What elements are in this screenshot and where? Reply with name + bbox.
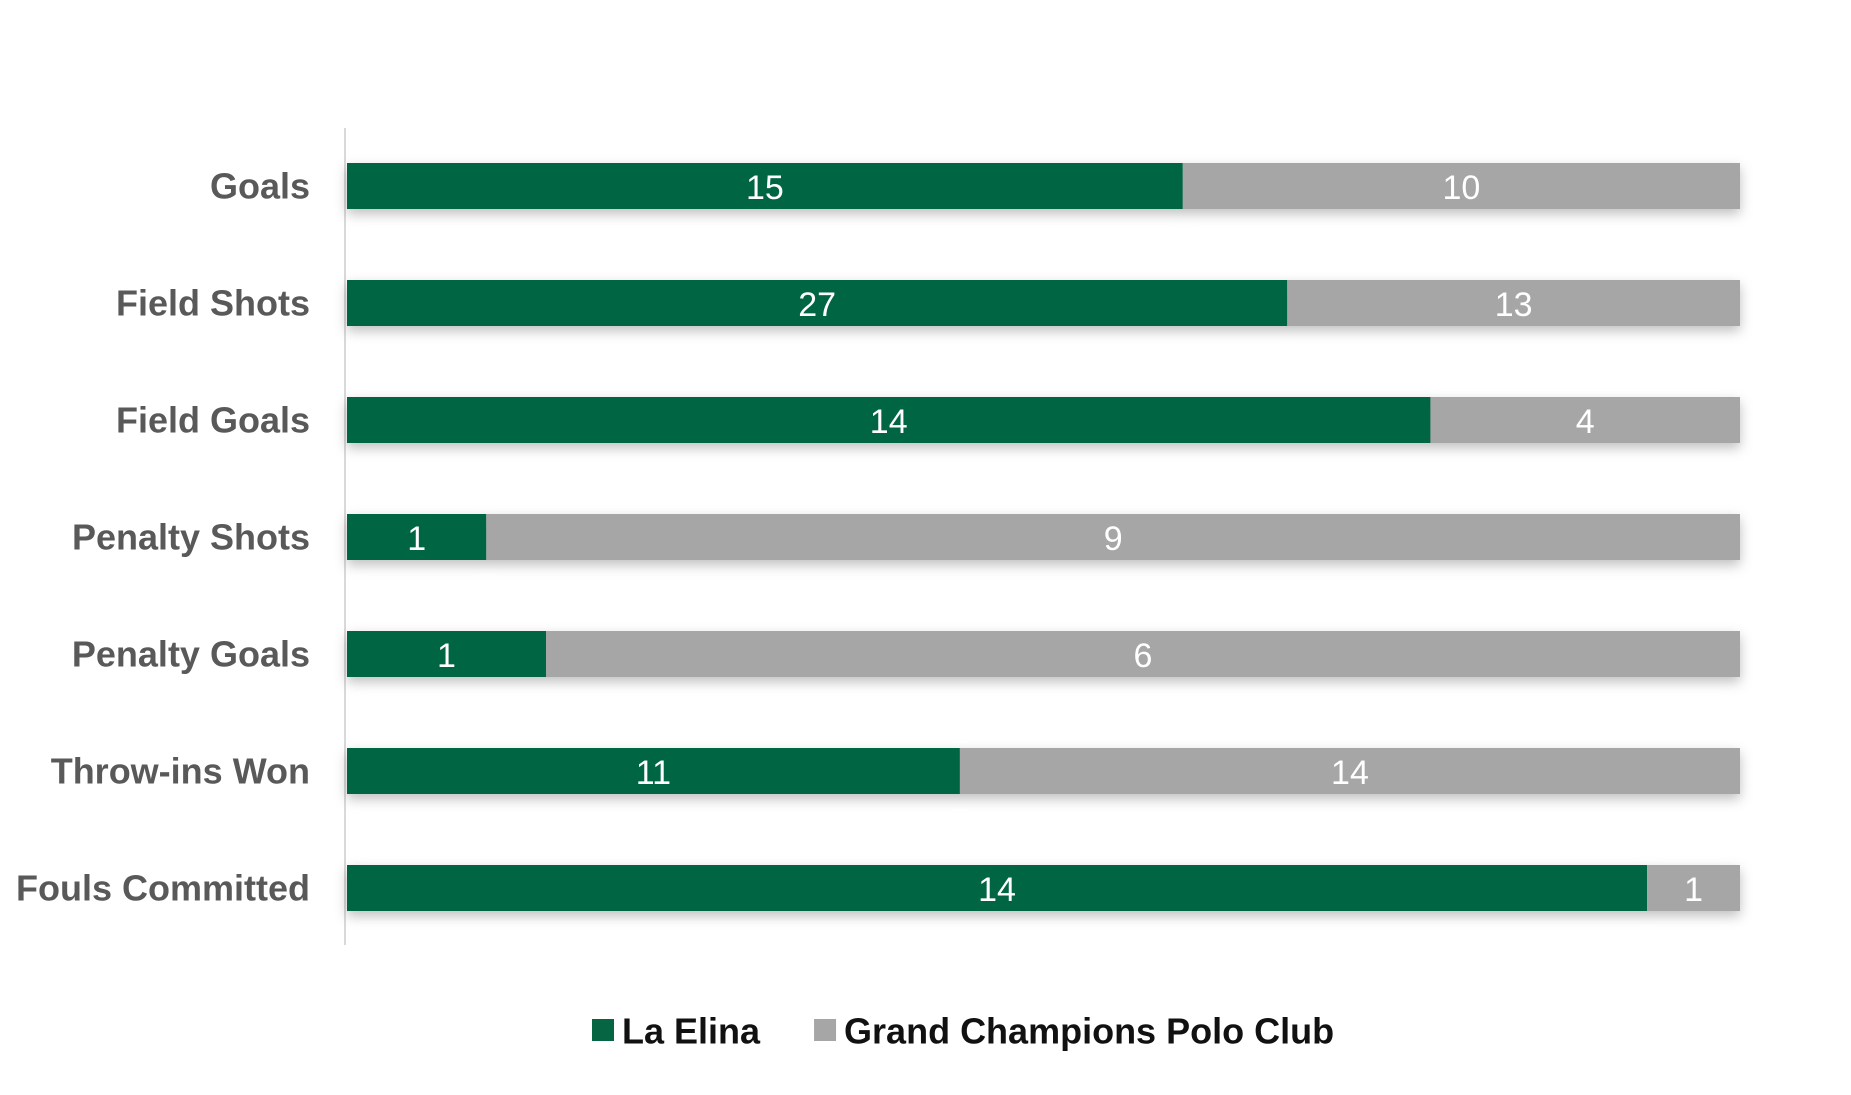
data-label-la-elina-fouls-committed: 14 <box>978 871 1016 909</box>
category-label-goals: Goals <box>210 166 310 207</box>
data-label-la-elina-field-goals: 14 <box>870 403 908 441</box>
bar-la-elina-penalty-shots <box>347 514 487 560</box>
category-label-field-shots: Field Shots <box>116 283 310 324</box>
bar-group-field-shots <box>347 280 1740 326</box>
bar-group-throw-ins-won <box>347 748 1740 794</box>
legend-swatch-la-elina <box>592 1019 614 1041</box>
bar-grand-champions-polo-club-penalty-goals <box>546 631 1740 677</box>
category-label-penalty-shots: Penalty Shots <box>72 517 310 558</box>
data-label-la-elina-penalty-goals: 1 <box>437 637 456 675</box>
bar-la-elina-penalty-goals <box>347 631 546 677</box>
data-label-grand-champions-polo-club-fouls-committed: 1 <box>1684 871 1703 909</box>
data-label-grand-champions-polo-club-goals: 10 <box>1442 169 1480 207</box>
bar-la-elina-field-goals <box>347 397 1431 443</box>
bar-grand-champions-polo-club-throw-ins-won <box>959 748 1740 794</box>
data-label-la-elina-penalty-shots: 1 <box>407 520 426 558</box>
bar-group-penalty-goals <box>347 631 1740 677</box>
bar-group-goals <box>347 163 1740 209</box>
legend: La Elina Grand Champions Polo Club <box>592 1011 1334 1052</box>
data-label-grand-champions-polo-club-penalty-shots: 9 <box>1104 520 1123 558</box>
legend-swatch-grand-champions-polo-club <box>814 1019 837 1041</box>
bar-grand-champions-polo-club-field-shots <box>1287 280 1740 326</box>
data-label-grand-champions-polo-club-penalty-goals: 6 <box>1134 637 1153 675</box>
category-label-throw-ins-won: Throw-ins Won <box>51 751 310 792</box>
bar-la-elina-field-shots <box>347 280 1288 326</box>
bar-grand-champions-polo-club-fouls-committed <box>1647 865 1740 911</box>
bar-group-field-goals <box>347 397 1740 443</box>
data-label-la-elina-goals: 15 <box>746 169 784 207</box>
bar-la-elina-throw-ins-won <box>347 748 960 794</box>
data-label-la-elina-field-shots: 27 <box>798 286 836 324</box>
bar-grand-champions-polo-club-field-goals <box>1430 397 1740 443</box>
category-label-penalty-goals: Penalty Goals <box>72 634 310 675</box>
data-label-la-elina-throw-ins-won: 11 <box>636 754 671 792</box>
bar-la-elina-goals <box>347 163 1183 209</box>
bar-group-fouls-committed <box>347 865 1740 911</box>
bar-grand-champions-polo-club-penalty-shots <box>486 514 1740 560</box>
data-label-grand-champions-polo-club-field-goals: 4 <box>1576 403 1595 441</box>
data-label-grand-champions-polo-club-throw-ins-won: 14 <box>1331 754 1369 792</box>
category-label-field-goals: Field Goals <box>116 400 310 441</box>
bar-la-elina-fouls-committed <box>347 865 1648 911</box>
data-label-grand-champions-polo-club-field-shots: 13 <box>1495 286 1533 324</box>
category-label-fouls-committed: Fouls Committed <box>16 868 310 909</box>
legend-label-grand-champions-polo-club: Grand Champions Polo Club <box>844 1011 1334 1052</box>
bar-grand-champions-polo-club-goals <box>1182 163 1740 209</box>
legend-label-la-elina: La Elina <box>622 1011 761 1052</box>
bar-group-penalty-shots <box>347 514 1740 560</box>
